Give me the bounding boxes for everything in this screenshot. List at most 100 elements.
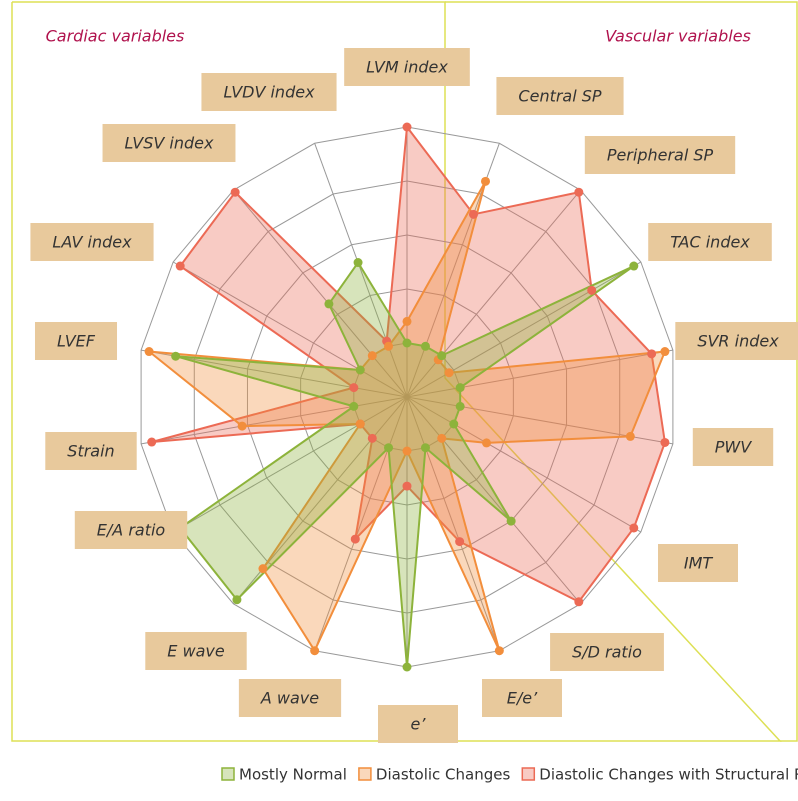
data-point xyxy=(232,595,242,605)
axis-label: e’ xyxy=(411,715,427,734)
data-point xyxy=(367,351,377,361)
axis-label: SVR index xyxy=(697,332,779,351)
legend-label: Diastolic Changes with Structural Remode… xyxy=(539,766,798,784)
data-point xyxy=(480,176,490,186)
label-box xyxy=(30,223,154,261)
data-point xyxy=(574,597,584,607)
label-box xyxy=(34,322,118,360)
axis-label: LAV index xyxy=(52,233,132,252)
label-box xyxy=(658,544,738,582)
label-box xyxy=(74,511,188,549)
spoke xyxy=(406,396,500,651)
data-point xyxy=(444,368,454,378)
legend-swatch xyxy=(358,767,372,781)
data-point xyxy=(402,481,412,491)
label-box xyxy=(648,223,772,261)
axis-label: LVDV index xyxy=(223,83,315,102)
axis-label: LVM index xyxy=(366,58,448,77)
spoke xyxy=(233,189,408,398)
axis-label: Peripheral SP xyxy=(607,146,714,165)
data-point xyxy=(355,419,365,429)
spoke xyxy=(406,396,581,605)
data-point xyxy=(468,209,478,219)
data-point xyxy=(367,433,377,443)
data-point xyxy=(437,433,447,443)
data-point xyxy=(482,438,492,448)
data-point xyxy=(402,446,412,456)
label-box xyxy=(584,136,736,174)
label-box xyxy=(496,77,624,115)
data-point xyxy=(175,261,185,271)
panel-label: Vascular variables xyxy=(605,27,751,46)
data-point xyxy=(420,443,430,453)
data-point xyxy=(349,401,359,411)
label-box xyxy=(482,679,562,717)
spoke xyxy=(172,396,408,533)
frame xyxy=(11,1,782,742)
data-point xyxy=(574,187,584,197)
data-point xyxy=(402,122,412,132)
data-point xyxy=(355,365,365,375)
data-point xyxy=(230,187,240,197)
label-box xyxy=(378,705,458,743)
spoke xyxy=(314,396,408,651)
axis-label: A wave xyxy=(260,689,319,708)
spoke xyxy=(406,396,642,533)
axis-label: E wave xyxy=(167,642,225,661)
data-point xyxy=(437,351,447,361)
data-point xyxy=(258,564,268,574)
label-box xyxy=(45,432,137,470)
spoke xyxy=(141,396,408,445)
axis-label: TAC index xyxy=(670,233,750,252)
panel-label: Cardiac variables xyxy=(46,27,185,46)
spoke xyxy=(406,349,673,398)
label-box xyxy=(344,48,470,86)
data-point xyxy=(449,419,459,429)
label-box xyxy=(238,679,342,717)
label-box xyxy=(675,322,798,360)
data-point xyxy=(660,347,670,357)
label-box xyxy=(145,632,247,670)
data-point xyxy=(384,341,394,351)
axis-label: S/D ratio xyxy=(572,643,642,662)
label-box xyxy=(550,633,664,671)
axis-label: Central SP xyxy=(518,87,602,106)
axis-label: Strain xyxy=(67,442,114,461)
frame xyxy=(445,1,798,742)
data-point xyxy=(494,646,504,656)
spoke xyxy=(314,143,408,398)
data-point xyxy=(350,534,360,544)
legend-label: Mostly Normal xyxy=(239,766,347,784)
axis-label: E/e’ xyxy=(507,689,538,708)
data-point xyxy=(144,347,154,357)
data-point xyxy=(353,258,363,268)
label-box xyxy=(201,73,337,111)
legend-label: Diastolic Changes xyxy=(376,766,511,784)
axis-label: LVSV index xyxy=(125,134,214,153)
data-point xyxy=(420,341,430,351)
data-point xyxy=(237,421,247,431)
data-point xyxy=(349,383,359,393)
data-point xyxy=(587,285,597,295)
data-point xyxy=(455,401,465,411)
label-box xyxy=(102,124,236,162)
data-point xyxy=(402,338,412,348)
axis-label: E/A ratio xyxy=(97,521,166,540)
data-point xyxy=(384,443,394,453)
label-box xyxy=(692,428,774,466)
data-point xyxy=(455,537,465,547)
data-point xyxy=(625,431,635,441)
data-point xyxy=(647,349,657,359)
data-point xyxy=(147,437,157,447)
spoke xyxy=(172,261,408,398)
data-point xyxy=(629,523,639,533)
data-point xyxy=(629,261,639,271)
data-point xyxy=(324,299,334,309)
data-point xyxy=(660,437,670,447)
data-point xyxy=(402,316,412,326)
axis-label: IMT xyxy=(684,554,714,573)
data-point xyxy=(455,383,465,393)
data-point xyxy=(171,351,181,361)
legend-swatch xyxy=(521,767,536,781)
